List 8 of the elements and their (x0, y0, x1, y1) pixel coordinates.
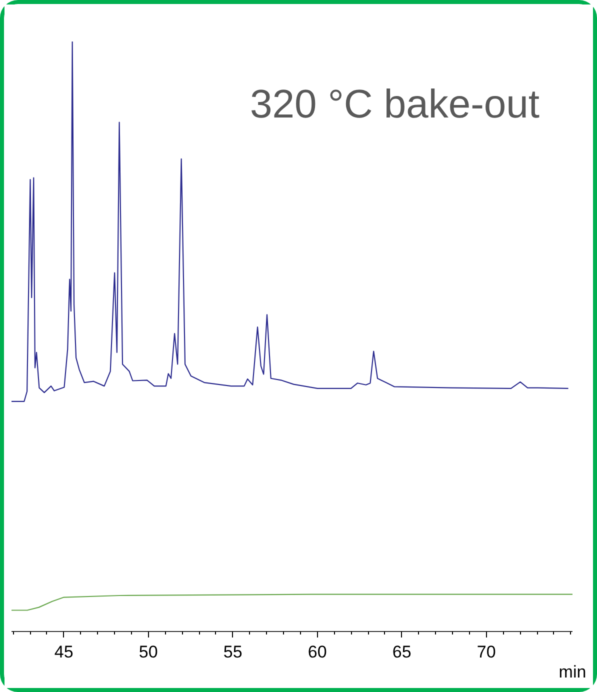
x-tick-label: 55 (223, 642, 242, 662)
x-tick-label: 70 (476, 642, 496, 662)
x-tick-label: 50 (138, 642, 158, 662)
x-axis-title: min (558, 662, 586, 682)
x-tick-label: 45 (54, 642, 74, 662)
x-tick-label: 65 (392, 642, 412, 662)
text: 320 °C bake-out (250, 82, 540, 126)
x-tick-label: 60 (308, 642, 327, 662)
